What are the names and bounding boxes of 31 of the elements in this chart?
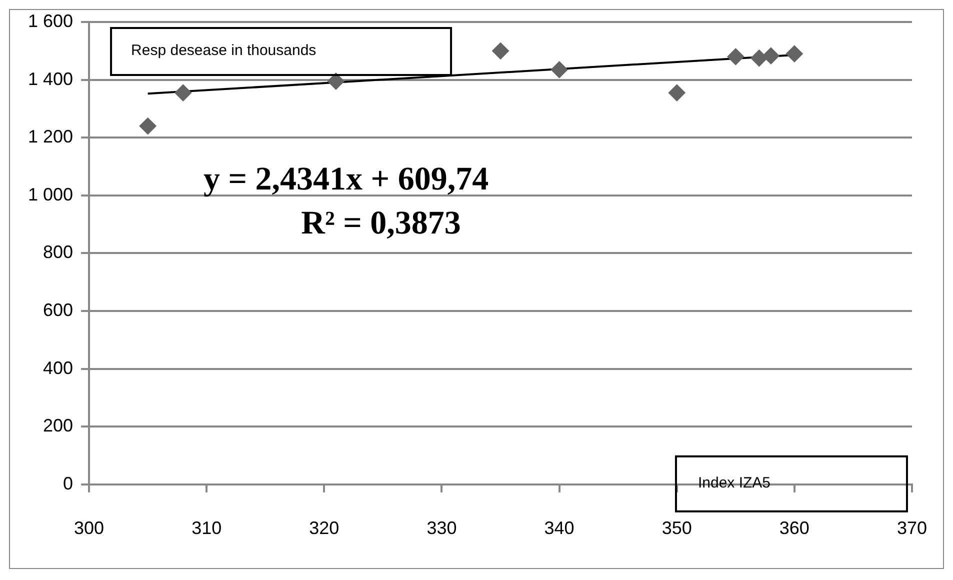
x-tick-label: 300 <box>74 518 104 538</box>
y-tick-label: 400 <box>42 358 74 378</box>
x-tick-label: 330 <box>426 518 457 538</box>
y-tick-label: 1 600 <box>28 10 74 31</box>
x-tick-label: 370 <box>896 518 928 538</box>
point <box>727 48 744 66</box>
point <box>668 84 686 102</box>
y-tick-label: 0 <box>63 473 74 494</box>
point <box>550 61 568 78</box>
annotation: R² = 0,3873 <box>301 206 461 242</box>
y-tick-label: 800 <box>42 242 74 262</box>
point <box>750 50 768 67</box>
point <box>139 118 156 135</box>
y-axis-title: Resp desease in thousands <box>131 42 316 60</box>
x-tick-label: 360 <box>779 518 810 538</box>
x-tick-label: 310 <box>192 518 222 538</box>
y-tick-label: 600 <box>42 300 74 320</box>
x-tick-label: 340 <box>544 518 574 538</box>
point <box>327 72 344 90</box>
y-tick-label: 1 200 <box>28 126 74 147</box>
annotation: y = 2,4341x + 609,74 <box>203 162 489 198</box>
x-tick-label: 320 <box>309 518 340 538</box>
point <box>492 42 510 60</box>
y-tick-label: 1 400 <box>28 68 74 89</box>
y-tick-label: 1 000 <box>28 184 74 204</box>
x-tick-label: 350 <box>662 518 692 538</box>
point <box>174 84 192 102</box>
point <box>762 47 780 64</box>
y-tick-label: 200 <box>42 416 74 436</box>
x-axis-title: Index IZA5 <box>698 474 771 492</box>
point <box>786 45 803 62</box>
